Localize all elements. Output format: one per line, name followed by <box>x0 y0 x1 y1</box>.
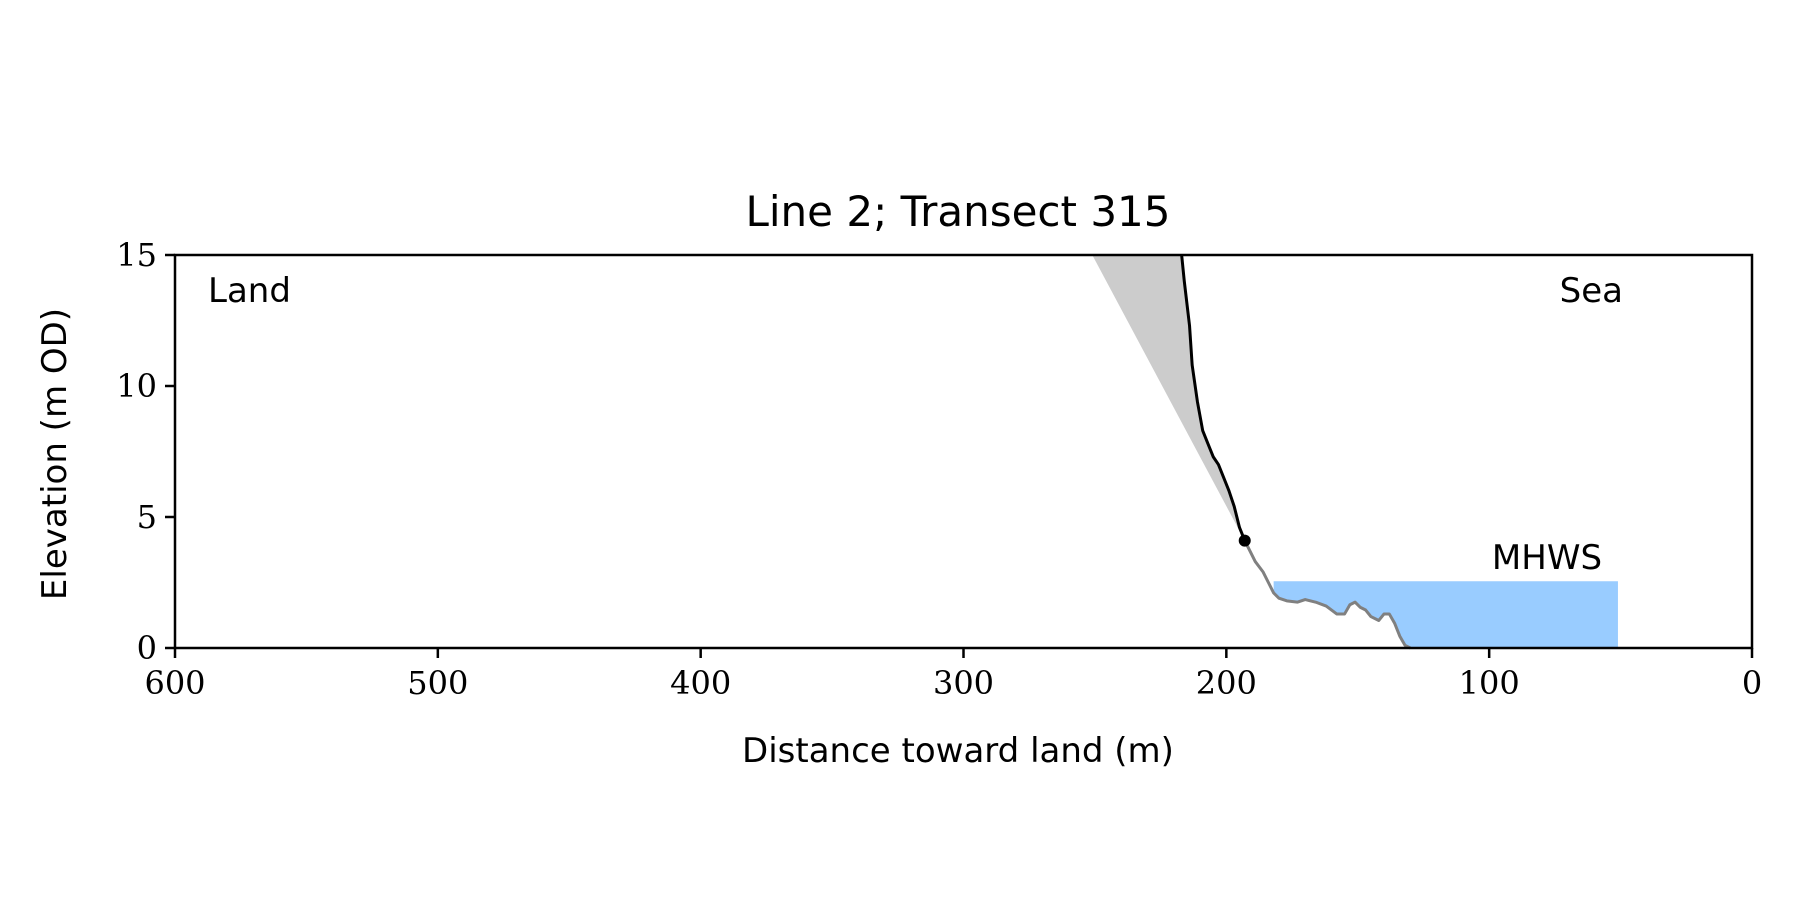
shaded-region <box>1092 255 1245 541</box>
beach-profile-line <box>1243 539 1411 650</box>
x-tick-label: 600 <box>144 664 205 702</box>
x-tick-label: 200 <box>1196 664 1257 702</box>
y-tick-label: 5 <box>137 498 157 536</box>
sea-label: Sea <box>1560 271 1623 311</box>
mhws-label: MHWS <box>1492 538 1602 578</box>
shaded-area-layer <box>1092 255 1245 541</box>
ticks-layer: 600 500 400 300 200 100 0 0 5 10 15 <box>116 236 1762 702</box>
y-tick-label: 15 <box>116 236 157 274</box>
x-axis-label: Distance toward land (m) <box>742 731 1174 771</box>
y-tick-label: 10 <box>116 367 157 405</box>
profile-lines-layer <box>1180 254 1411 650</box>
chart-title: Line 2; Transect 315 <box>745 187 1170 236</box>
x-tick-label: 500 <box>407 664 468 702</box>
mhws-region <box>1273 581 1618 648</box>
cliff-toe-marker <box>1238 534 1251 547</box>
mhws-area-layer <box>1273 581 1618 648</box>
x-tick-label: 300 <box>933 664 994 702</box>
x-tick-label: 400 <box>670 664 731 702</box>
land-label: Land <box>208 271 291 311</box>
cliff-profile-line <box>1180 254 1247 542</box>
y-tick-label: 0 <box>137 629 157 667</box>
x-tick-label: 0 <box>1742 664 1762 702</box>
y-axis-label: Elevation (m OD) <box>35 308 75 600</box>
x-tick-label: 100 <box>1459 664 1520 702</box>
